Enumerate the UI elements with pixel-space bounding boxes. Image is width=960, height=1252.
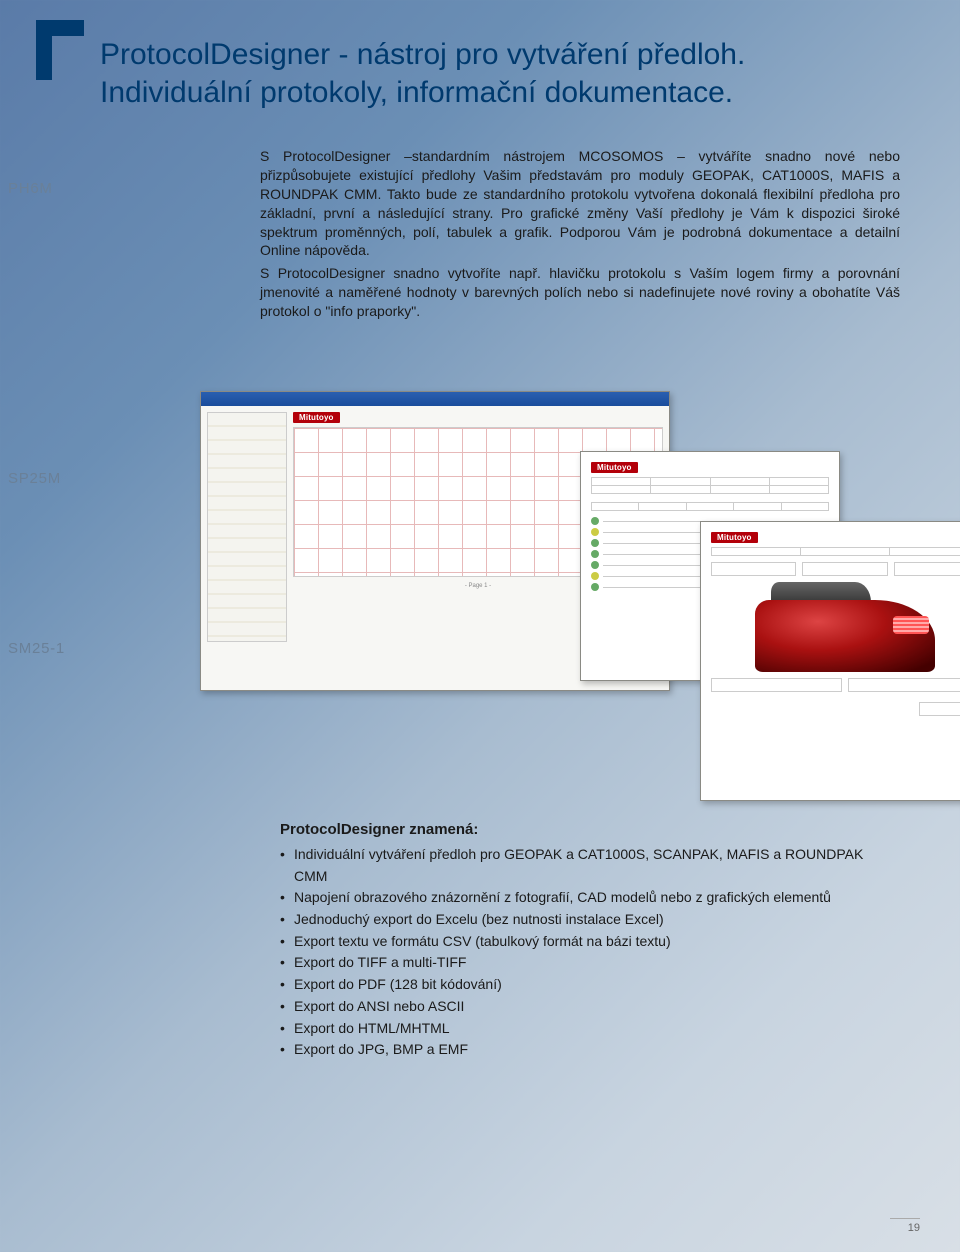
corner-decoration [36, 20, 84, 80]
side-label-sm25: SM25-1 [8, 640, 65, 657]
screenshot-collage: Mitutoyo - Page 1 - Mitutoyo [200, 391, 900, 761]
mitutoyo-logo: Mitutoyo [293, 412, 340, 423]
meaning-heading: ProtocolDesigner znamená: [280, 821, 900, 838]
designer-sidebar [207, 412, 287, 642]
window-titlebar [201, 392, 669, 406]
protocol-header-table [591, 477, 829, 494]
meaning-item: Individuální vytváření předloh pro GEOPA… [280, 844, 900, 887]
meaning-item: Export do ANSI nebo ASCII [280, 996, 900, 1018]
meaning-item: Export do HTML/MHTML [280, 1018, 900, 1040]
intro-text: S ProtocolDesigner –standardním nástroje… [260, 147, 900, 321]
meaning-section: ProtocolDesigner znamená: Individuální v… [280, 821, 900, 1061]
meaning-item: Napojení obrazového znázornění z fotogra… [280, 887, 900, 909]
car-body-panel: Mitutoyo [701, 522, 960, 726]
meaning-item: Export do PDF (128 bit kódování) [280, 974, 900, 996]
meaning-item: Export do JPG, BMP a EMF [280, 1039, 900, 1061]
page-number: 19 [890, 1218, 920, 1234]
side-label-sp25m: SP25M [8, 470, 61, 487]
meaning-item: Jednoduchý export do Excelu (bez nutnost… [280, 909, 900, 931]
page-root: ProtocolDesigner - nástroj pro vytváření… [0, 0, 960, 1252]
mitutoyo-logo: Mitutoyo [591, 462, 638, 473]
screenshot-car-diagram: Mitutoyo [700, 521, 960, 801]
car-header-table [711, 547, 960, 556]
car-illustration [755, 582, 935, 672]
protocol-data-table [591, 502, 829, 511]
intro-paragraph-2: S ProtocolDesigner snadno vytvoříte např… [260, 264, 900, 321]
meaning-list: Individuální vytváření předloh pro GEOPA… [280, 844, 900, 1061]
page-title: ProtocolDesigner - nástroj pro vytváření… [100, 36, 900, 111]
intro-paragraph-1: S ProtocolDesigner –standardním nástroje… [260, 147, 900, 260]
meaning-item: Export textu ve formátu CSV (tabulkový f… [280, 931, 900, 953]
side-label-ph6m: PH6M [8, 180, 53, 197]
mitutoyo-logo: Mitutoyo [711, 532, 758, 543]
meaning-item: Export do TIFF a multi-TIFF [280, 952, 900, 974]
